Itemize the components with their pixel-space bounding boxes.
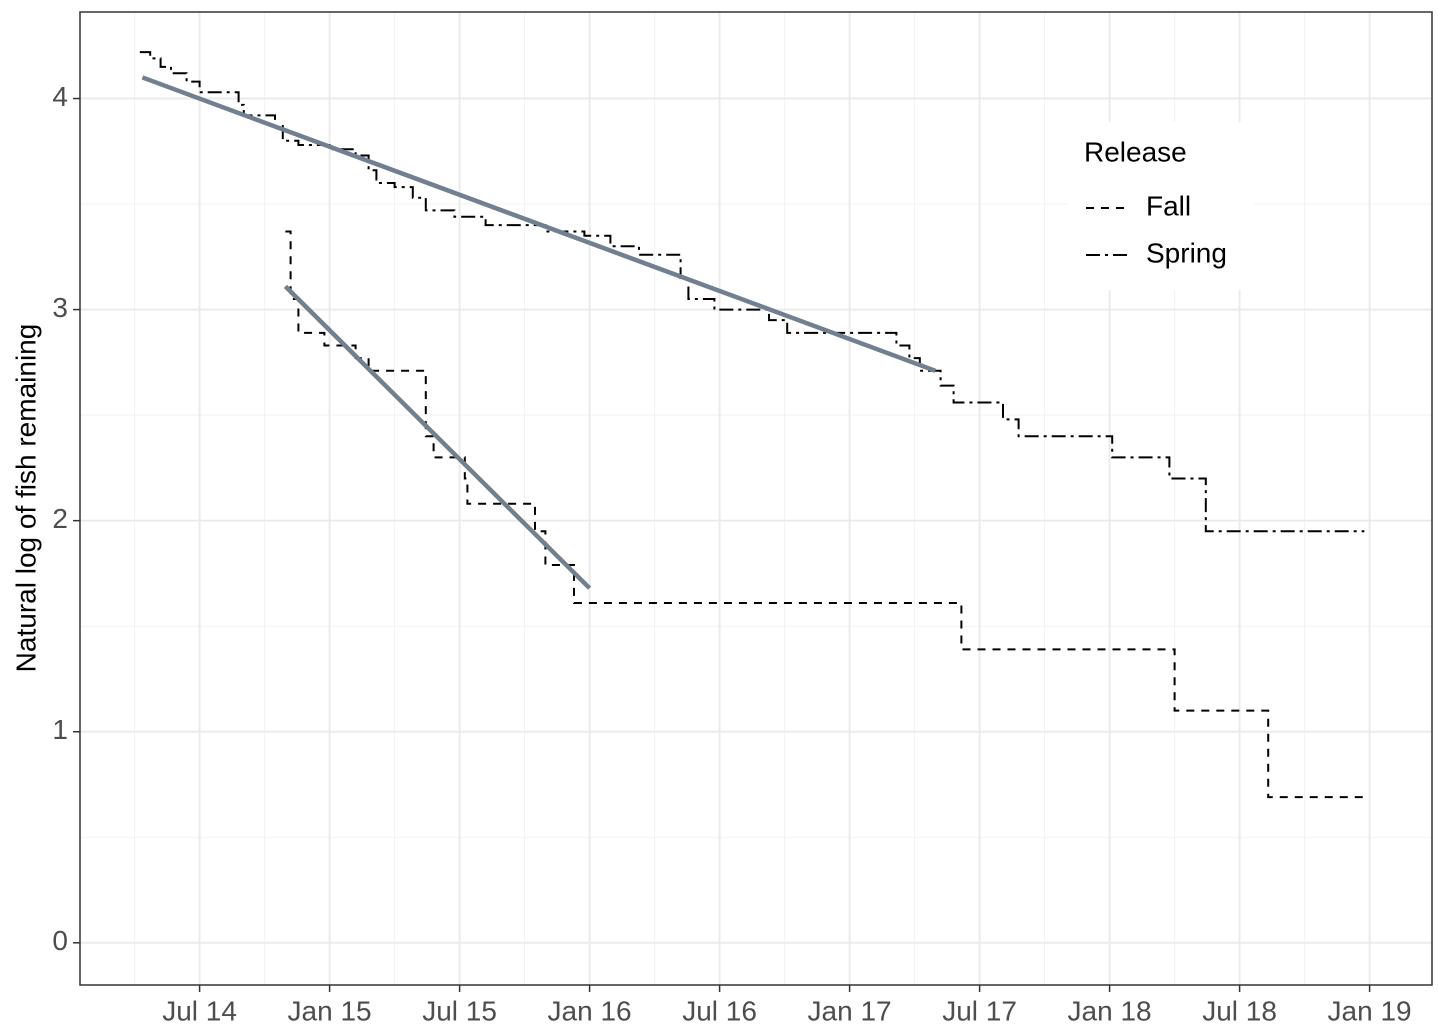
legend-label: Spring bbox=[1146, 237, 1227, 268]
panel-border bbox=[79, 11, 1433, 986]
y-tick-label: 1 bbox=[52, 714, 68, 745]
legend-title: Release bbox=[1084, 136, 1187, 167]
fit-line bbox=[283, 284, 592, 590]
x-tick-label: Jan 17 bbox=[808, 995, 892, 1026]
x-tick-label: Jul 18 bbox=[1202, 995, 1277, 1026]
y-tick-label: 4 bbox=[52, 81, 68, 112]
y-tick-label: 3 bbox=[52, 292, 68, 323]
x-tick-label: Jan 16 bbox=[548, 995, 632, 1026]
fit-line bbox=[141, 75, 937, 373]
y-tick-label: 2 bbox=[52, 503, 68, 534]
y-axis-title: Natural log of fish remaining bbox=[10, 324, 41, 673]
x-tick-label: Jan 19 bbox=[1328, 995, 1412, 1026]
legend-box bbox=[1068, 122, 1254, 290]
legend-label: Fall bbox=[1146, 190, 1191, 221]
x-tick-label: Jul 14 bbox=[162, 995, 237, 1026]
step-line bbox=[139, 51, 1365, 533]
x-tick-label: Jul 17 bbox=[942, 995, 1017, 1026]
x-tick-label: Jan 15 bbox=[288, 995, 372, 1026]
step-line bbox=[285, 230, 1370, 799]
x-tick-label: Jul 16 bbox=[682, 995, 757, 1026]
x-tick-label: Jan 18 bbox=[1068, 995, 1152, 1026]
x-tick-label: Jul 15 bbox=[422, 995, 497, 1026]
y-tick-label: 0 bbox=[52, 925, 68, 956]
